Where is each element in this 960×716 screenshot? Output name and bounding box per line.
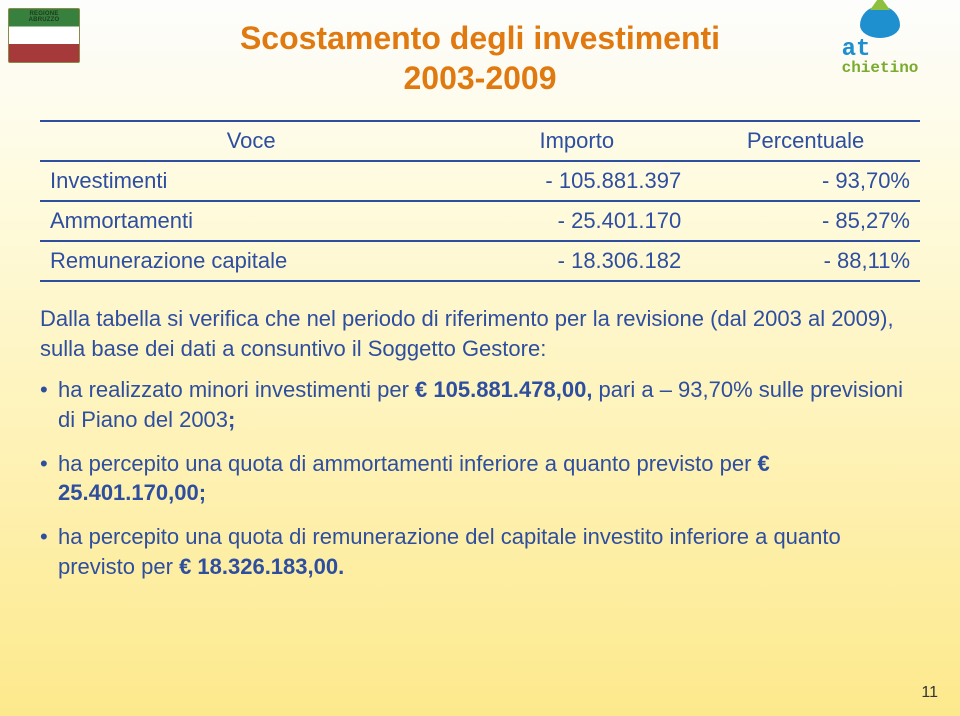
cell-percentuale: - 88,11%: [691, 241, 920, 281]
cell-voce: Investimenti: [40, 161, 462, 201]
cell-importo: - 25.401.170: [462, 201, 691, 241]
cell-importo: - 18.306.182: [462, 241, 691, 281]
cell-voce: Ammortamenti: [40, 201, 462, 241]
col-percentuale: Percentuale: [691, 121, 920, 161]
bullet-pre: ha percepito una quota di remunerazione …: [58, 524, 841, 579]
intro-paragraph: Dalla tabella si verifica che nel period…: [40, 304, 920, 363]
list-item: ha percepito una quota di remunerazione …: [40, 522, 920, 581]
table-header-row: Voce Importo Percentuale: [40, 121, 920, 161]
page-number: 11: [921, 684, 938, 702]
cell-percentuale: - 93,70%: [691, 161, 920, 201]
col-voce: Voce: [40, 121, 462, 161]
cell-voce: Remunerazione capitale: [40, 241, 462, 281]
col-importo: Importo: [462, 121, 691, 161]
slide-content: Voce Importo Percentuale Investimenti - …: [40, 120, 920, 596]
slide-title: Scostamento degli investimenti 2003-2009: [0, 18, 960, 98]
table-row: Investimenti - 105.881.397 - 93,70%: [40, 161, 920, 201]
list-item: ha realizzato minori investimenti per € …: [40, 375, 920, 434]
cell-importo: - 105.881.397: [462, 161, 691, 201]
title-line1: Scostamento degli investimenti: [240, 20, 720, 56]
table-row: Remunerazione capitale - 18.306.182 - 88…: [40, 241, 920, 281]
title-line2: 2003-2009: [403, 60, 556, 96]
bullet-bold2: ;: [228, 407, 235, 432]
bullet-list: ha realizzato minori investimenti per € …: [40, 375, 920, 581]
bullet-pre: ha percepito una quota di ammortamenti i…: [58, 451, 758, 476]
list-item: ha percepito una quota di ammortamenti i…: [40, 449, 920, 508]
table-row: Ammortamenti - 25.401.170 - 85,27%: [40, 201, 920, 241]
bullet-bold: € 105.881.478,00,: [415, 377, 592, 402]
bullet-bold: € 18.326.183,00.: [179, 554, 344, 579]
cell-percentuale: - 85,27%: [691, 201, 920, 241]
investment-table: Voce Importo Percentuale Investimenti - …: [40, 120, 920, 282]
bullet-pre: ha realizzato minori investimenti per: [58, 377, 415, 402]
